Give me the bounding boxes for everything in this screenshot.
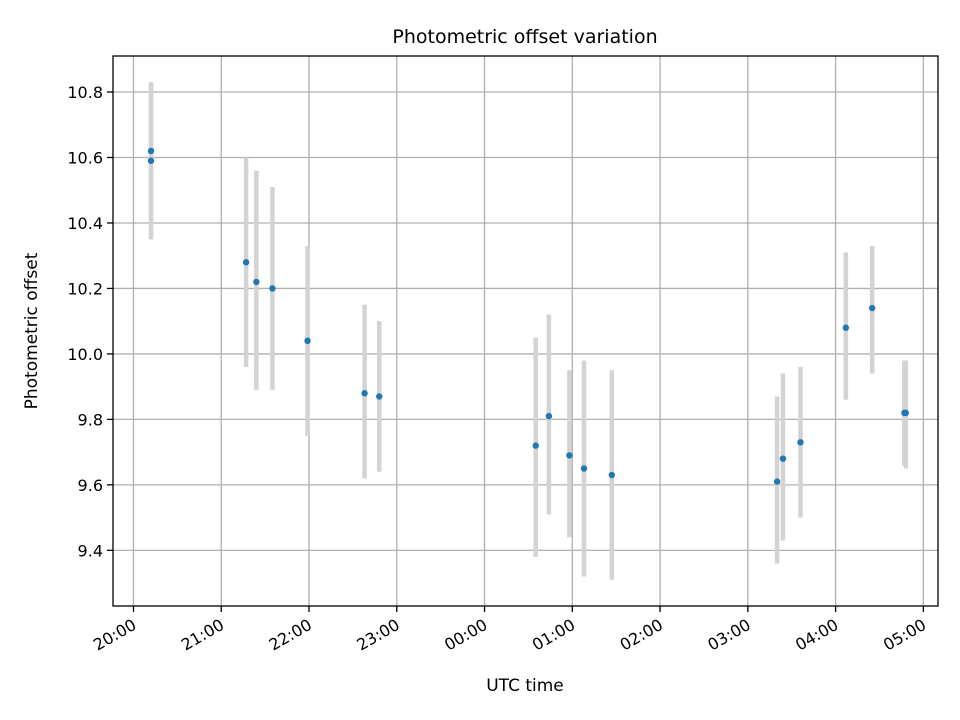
y-tick-label: 10.8 <box>67 83 103 102</box>
data-point <box>147 157 155 164</box>
y-tick-label: 9.8 <box>78 410 103 429</box>
chart-title: Photometric offset variation <box>392 26 657 48</box>
point-layer <box>147 147 910 485</box>
data-point <box>608 471 616 479</box>
y-tick-label: 9.4 <box>78 541 103 560</box>
data-point <box>147 147 155 155</box>
y-tick-label: 10.2 <box>67 279 103 298</box>
y-axis-ticks: 9.4 9.6 9.8 10.0 10.2 10.4 10.6 10.8 <box>67 83 113 560</box>
y-tick-label: 9.6 <box>78 476 103 495</box>
data-point <box>773 478 781 485</box>
data-point <box>545 412 553 420</box>
data-point <box>376 393 383 400</box>
data-point <box>842 324 850 331</box>
data-point <box>253 278 260 286</box>
data-point <box>580 465 588 472</box>
data-point <box>902 409 910 417</box>
data-point <box>797 439 804 446</box>
data-point <box>532 442 539 449</box>
plot-frame <box>112 55 939 607</box>
y-tick-label: 10.0 <box>67 345 103 364</box>
data-point <box>868 304 876 312</box>
data-point <box>304 337 311 345</box>
data-point <box>361 390 368 397</box>
data-point <box>779 455 787 462</box>
y-tick-label: 10.4 <box>67 214 103 233</box>
y-axis-label: Photometric offset <box>22 252 42 409</box>
data-point <box>269 285 276 292</box>
data-point <box>566 452 573 459</box>
y-tick-label: 10.6 <box>67 148 103 167</box>
x-axis-label: UTC time <box>486 676 564 696</box>
data-point <box>242 259 250 266</box>
